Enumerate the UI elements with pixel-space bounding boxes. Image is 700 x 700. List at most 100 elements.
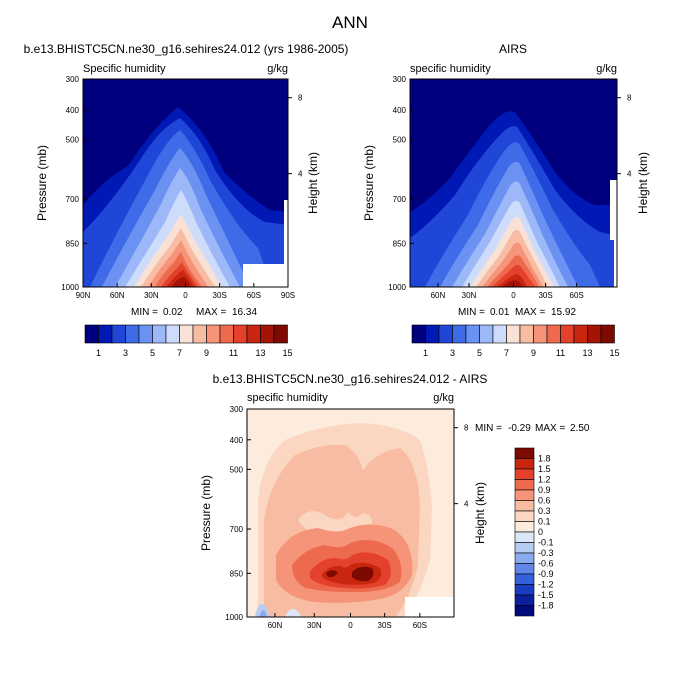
colorbar-box [573, 324, 588, 344]
colorbar-box [206, 324, 221, 344]
y-tick-label: 300 [230, 405, 244, 414]
colorbar-box [514, 531, 535, 543]
y-tick-label: 700 [393, 195, 407, 204]
x-tick-label: 60N [110, 291, 125, 300]
y-tick-label: 400 [393, 106, 407, 115]
colorbar-box [587, 324, 602, 344]
y-tick-label: 1000 [225, 613, 243, 622]
colorbar-label: 13 [255, 348, 265, 358]
colorbar-box [519, 324, 534, 344]
colorbar: 1.81.51.20.90.60.30.10-0.1-0.3-0.6-0.9-1… [514, 447, 554, 617]
colorbar-label: 1 [423, 348, 428, 358]
colorbar-box [165, 324, 180, 344]
colorbar-box [125, 324, 140, 344]
y-tick-label: 400 [66, 106, 80, 115]
colorbar-box [514, 594, 535, 606]
min-label: MIN = [475, 423, 502, 434]
stats-readout: MIN = 0.01 MAX = 15.92 [458, 307, 576, 318]
page-title: ANN [332, 13, 368, 32]
min-label: MIN = [458, 307, 485, 318]
colorbar-box [219, 324, 234, 344]
right-axis-label: Height (km) [636, 152, 650, 214]
right-tick-label: 8 [464, 424, 469, 433]
colorbar-box [111, 324, 126, 344]
colorbar-label: 0.6 [538, 496, 551, 506]
colorbar-box [465, 324, 480, 344]
colorbar-label: -0.9 [538, 569, 554, 579]
axis-ticks: 60N 30N 0 30S 60S 300 400 500 700 850 1000 8 4 [388, 75, 632, 300]
right-tick-label: 4 [464, 500, 469, 509]
units-label: g/kg [596, 63, 617, 75]
x-tick-label: 30S [378, 621, 392, 630]
colorbar: 1 3 5 7 9 11 13 15 [84, 324, 293, 358]
colorbar-box [479, 324, 494, 344]
colorbar-label: 1 [96, 348, 101, 358]
colorbar-box [84, 324, 99, 344]
x-tick-label: 0 [348, 621, 353, 630]
colorbar-label: 0 [538, 527, 543, 537]
max-label: MAX = [515, 307, 545, 318]
x-tick-label: 30N [144, 291, 159, 300]
colorbar-label: 7 [177, 348, 182, 358]
colorbar-box [514, 489, 535, 501]
stats-readout: MIN = -0.29 MAX = 2.50 [475, 423, 590, 434]
contour-field [410, 79, 617, 287]
units-label: g/kg [433, 392, 454, 404]
colorbar-box [233, 324, 248, 344]
colorbar-label: 1.2 [538, 475, 551, 485]
colorbar-label: 11 [229, 348, 238, 358]
colorbar-box [179, 324, 194, 344]
min-value: 0.02 [163, 307, 183, 318]
y-tick-label: 850 [230, 569, 244, 578]
colorbar-label: 1.5 [538, 464, 551, 474]
colorbar-box [273, 324, 288, 344]
right-tick-label: 8 [627, 94, 632, 103]
colorbar-label: 15 [609, 348, 619, 358]
panel-title: b.e13.BHISTC5CN.ne30_g16.sehires24.012 (… [24, 42, 349, 56]
max-label: MAX = [535, 423, 565, 434]
y-tick-label: 300 [393, 75, 407, 84]
colorbar-box [546, 324, 561, 344]
y-tick-label: 500 [230, 465, 244, 474]
colorbar-box [260, 324, 275, 344]
y-tick-label: 700 [66, 195, 80, 204]
colorbar-box [514, 563, 535, 575]
right-tick-label: 4 [627, 170, 632, 179]
y-tick-label: 850 [66, 239, 80, 248]
colorbar-label: 5 [150, 348, 155, 358]
colorbar-box [514, 510, 535, 522]
colorbar-label: -0.1 [538, 538, 554, 548]
y-tick-label: 1000 [388, 283, 406, 292]
colorbar-box [138, 324, 153, 344]
colorbar-label: 3 [123, 348, 128, 358]
colorbar-box [514, 542, 535, 554]
x-tick-label: 60N [268, 621, 283, 630]
max-label: MAX = [196, 307, 226, 318]
variable-label: specific humidity [247, 392, 328, 404]
right-tick-label: 4 [298, 170, 303, 179]
colorbar-label: 0.3 [538, 506, 551, 516]
min-label: MIN = [131, 307, 158, 318]
variable-label: specific humidity [410, 63, 491, 75]
colorbar-box [506, 324, 521, 344]
x-tick-label: 60N [431, 291, 446, 300]
panel-title: AIRS [499, 42, 527, 56]
min-value: 0.01 [490, 307, 510, 318]
y-tick-label: 300 [66, 75, 80, 84]
stats-readout: MIN = 0.02 MAX = 16.34 [131, 307, 257, 318]
chart-panel-model: b.e13.BHISTC5CN.ne30_g16.sehires24.012 (… [24, 42, 349, 358]
colorbar-box [514, 447, 535, 459]
x-tick-label: 30N [462, 291, 477, 300]
colorbar-box [514, 605, 535, 617]
colorbar-box [452, 324, 467, 344]
colorbar-label: 5 [477, 348, 482, 358]
y-tick-label: 700 [230, 525, 244, 534]
max-value: 15.92 [551, 307, 576, 318]
colorbar-label: 3 [450, 348, 455, 358]
colorbar-box [514, 458, 535, 470]
colorbar-box [514, 521, 535, 533]
colorbar-label: -0.6 [538, 559, 554, 569]
right-tick-label: 8 [298, 94, 303, 103]
colorbar-box [514, 573, 535, 585]
